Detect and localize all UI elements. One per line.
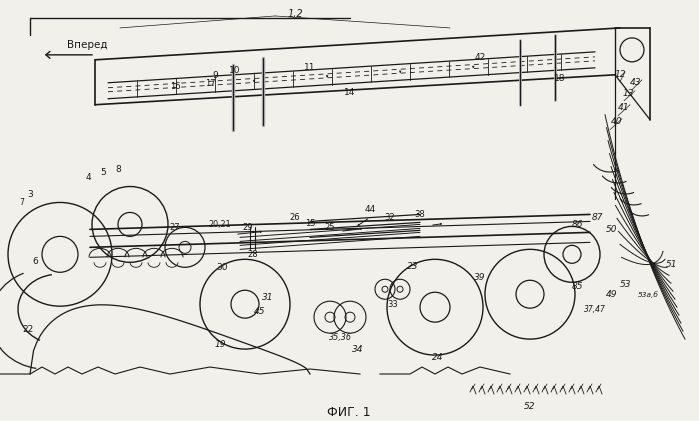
Text: 22: 22 bbox=[22, 325, 34, 333]
Text: 52: 52 bbox=[524, 402, 535, 411]
Text: 41: 41 bbox=[618, 103, 630, 112]
Text: 9: 9 bbox=[212, 71, 218, 80]
Text: 6: 6 bbox=[32, 257, 38, 266]
Text: 44: 44 bbox=[364, 205, 375, 214]
Text: 14: 14 bbox=[345, 88, 356, 97]
Text: 8: 8 bbox=[115, 165, 121, 174]
Text: 17: 17 bbox=[205, 79, 215, 88]
Text: 85: 85 bbox=[571, 282, 583, 291]
Text: 49: 49 bbox=[606, 290, 618, 299]
Text: 27: 27 bbox=[170, 223, 180, 232]
Text: 86: 86 bbox=[571, 220, 583, 229]
Text: 53: 53 bbox=[620, 280, 632, 289]
Text: 38: 38 bbox=[415, 210, 426, 219]
Text: 26: 26 bbox=[289, 213, 301, 222]
Text: 45: 45 bbox=[254, 306, 266, 316]
Text: 50: 50 bbox=[606, 225, 618, 234]
Text: 39: 39 bbox=[474, 273, 486, 282]
Text: 13: 13 bbox=[622, 89, 634, 98]
Text: 25: 25 bbox=[325, 223, 336, 232]
Text: 7: 7 bbox=[20, 198, 24, 207]
Text: 1,2: 1,2 bbox=[287, 9, 303, 19]
Text: 10: 10 bbox=[229, 67, 240, 75]
Text: 40: 40 bbox=[611, 117, 623, 126]
Text: 16: 16 bbox=[170, 82, 180, 91]
Text: Вперед: Вперед bbox=[67, 40, 108, 50]
Text: 12: 12 bbox=[614, 70, 626, 79]
Text: 18: 18 bbox=[554, 74, 565, 83]
Text: 5: 5 bbox=[100, 168, 106, 177]
Text: 24: 24 bbox=[432, 352, 444, 362]
Text: 53а,б: 53а,б bbox=[637, 291, 658, 298]
Text: 20,21: 20,21 bbox=[209, 220, 231, 229]
Text: 35,36: 35,36 bbox=[329, 333, 352, 341]
Text: 30: 30 bbox=[216, 263, 228, 272]
Text: 43: 43 bbox=[630, 78, 642, 87]
Text: 32: 32 bbox=[384, 213, 396, 222]
Text: 4: 4 bbox=[85, 173, 91, 182]
Text: 51: 51 bbox=[666, 260, 678, 269]
Text: 19: 19 bbox=[215, 340, 226, 349]
Text: 31: 31 bbox=[262, 293, 274, 302]
Text: 34: 34 bbox=[352, 344, 363, 354]
Text: 28: 28 bbox=[247, 250, 259, 259]
Text: 29: 29 bbox=[243, 223, 253, 232]
Text: 37,47: 37,47 bbox=[584, 305, 606, 314]
Text: 15: 15 bbox=[305, 219, 315, 228]
Text: 87: 87 bbox=[591, 213, 603, 222]
Text: 23: 23 bbox=[408, 262, 419, 271]
Text: 42: 42 bbox=[475, 53, 486, 62]
Text: 11: 11 bbox=[304, 63, 316, 72]
Text: ФИГ. 1: ФИГ. 1 bbox=[327, 406, 370, 419]
Text: 33: 33 bbox=[388, 300, 398, 309]
Text: 3: 3 bbox=[27, 190, 33, 199]
